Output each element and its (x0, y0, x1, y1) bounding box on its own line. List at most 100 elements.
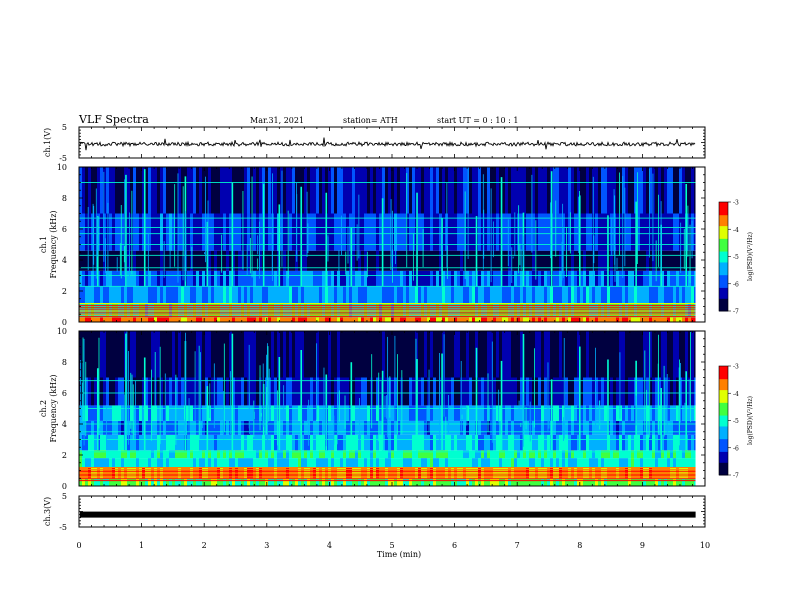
spectrogram-cell (208, 434, 211, 451)
spectrogram-cell (406, 420, 409, 435)
spectrogram-cell (118, 303, 121, 318)
spectrogram-cell (484, 270, 487, 287)
spectrogram-cell (577, 478, 580, 486)
spectrogram-cell (199, 478, 202, 486)
spectrogram-cell (259, 286, 262, 304)
spectrogram-cell (391, 458, 394, 468)
spectrogram-cell (253, 213, 256, 251)
spectrogram-cell (424, 286, 427, 304)
spectrogram-cell (232, 317, 235, 322)
spectrogram-cell (436, 458, 439, 468)
spectrogram-cell (184, 286, 187, 304)
y-axis-label: Frequency (kHz) (49, 374, 58, 442)
spectrogram-cell (526, 458, 529, 468)
spectrogram-cell (301, 270, 304, 287)
spectrogram-cell (190, 317, 193, 322)
spectrogram-cell (625, 286, 628, 304)
spectrogram-cell (187, 286, 190, 304)
spectrogram-cell (472, 286, 475, 304)
spectrogram-cell (442, 450, 445, 459)
spectrogram-cell (214, 167, 217, 214)
spectrogram-cell (256, 450, 259, 459)
spectrogram-cell (496, 450, 499, 459)
spectrogram-cell (211, 286, 214, 304)
spectrogram-cell (274, 167, 277, 214)
spectrogram-cell (514, 167, 517, 214)
spectrogram-cell (145, 377, 148, 406)
spectrogram-cell (625, 250, 628, 271)
spectrogram-cell (625, 331, 628, 378)
spectrogram-cell (379, 286, 382, 304)
spectrogram-cell (451, 420, 454, 435)
spectrogram-cell (397, 331, 400, 378)
spectrogram-cell (301, 450, 304, 459)
colorbar-segment (719, 427, 728, 431)
spectrogram-cell (466, 213, 469, 251)
spectrogram-cell (106, 250, 109, 271)
spectrogram-cell (220, 478, 223, 486)
spectrogram-cell (595, 167, 598, 214)
spectrogram-cell (202, 317, 205, 322)
y-tick-label: 8 (62, 358, 67, 367)
spectrogram-cell (361, 434, 364, 451)
spectrogram-cell (316, 450, 319, 459)
spectrogram-cell (250, 405, 253, 421)
spectrogram-cell (178, 405, 181, 421)
spectrogram-cell (592, 286, 595, 304)
spectrogram-cell (163, 458, 166, 468)
spectrogram-cell (88, 286, 91, 304)
spectrogram-cell (325, 167, 328, 214)
spectrogram-cell (418, 286, 421, 304)
spectrogram-cell (370, 434, 373, 451)
spectrogram-cell (559, 434, 562, 451)
spectrogram-cell (373, 270, 376, 287)
spectrogram-cell (127, 458, 130, 468)
spectrogram-cell (442, 286, 445, 304)
spectrogram-cell (520, 286, 523, 304)
spectrogram-cell (601, 270, 604, 287)
spectrogram-cell (112, 286, 115, 304)
spectrogram-cell (274, 450, 277, 459)
spectrogram-cell (523, 331, 526, 378)
spectrogram-cell (136, 434, 139, 451)
spectrogram-cell (235, 303, 238, 318)
spectrogram-cell (304, 213, 307, 251)
spectrogram-cell (100, 167, 103, 214)
spectrogram-cell (610, 250, 613, 271)
spectrogram-cell (604, 317, 607, 322)
y-tick-label: 8 (62, 194, 67, 203)
spectrogram-cell (691, 317, 694, 322)
spectrogram-cell (256, 458, 259, 468)
spectrogram-cell (379, 270, 382, 287)
spectrogram-cell (397, 250, 400, 271)
y-axis-label: ch.2 (39, 400, 48, 417)
spectrogram-cell (592, 458, 595, 468)
spectrogram-cell (139, 405, 142, 421)
spectrogram-cell (190, 434, 193, 451)
spectrogram-cell (565, 286, 568, 304)
date-label: Mar.31, 2021 (250, 116, 304, 125)
spectrogram-cell (94, 213, 97, 251)
spectrogram-cell (598, 458, 601, 468)
spectrogram-cell (643, 434, 646, 451)
spectrogram-cell (637, 270, 640, 287)
spectrogram-cell (532, 286, 535, 304)
spectrogram-cell (97, 167, 100, 214)
spectrogram-cell (373, 250, 376, 271)
spectrogram-cell (79, 450, 82, 459)
y-tick-label: 2 (62, 451, 67, 460)
spectrogram-cell (214, 450, 217, 459)
spectrogram-cell (280, 303, 283, 318)
spectrogram-cell (112, 303, 115, 318)
spectrogram-cell (82, 405, 85, 421)
spectrogram-cell (310, 420, 313, 435)
spectrogram-cell (220, 213, 223, 251)
spectrogram-cell (190, 303, 193, 318)
spectrogram-cell (499, 377, 502, 406)
spectrogram-cell (295, 405, 298, 421)
spectrogram-cell (562, 167, 565, 214)
spectrogram-cell (370, 317, 373, 322)
spectrogram-cell (268, 478, 271, 486)
spectrogram-cell (271, 458, 274, 468)
spectrogram-cell (430, 420, 433, 435)
